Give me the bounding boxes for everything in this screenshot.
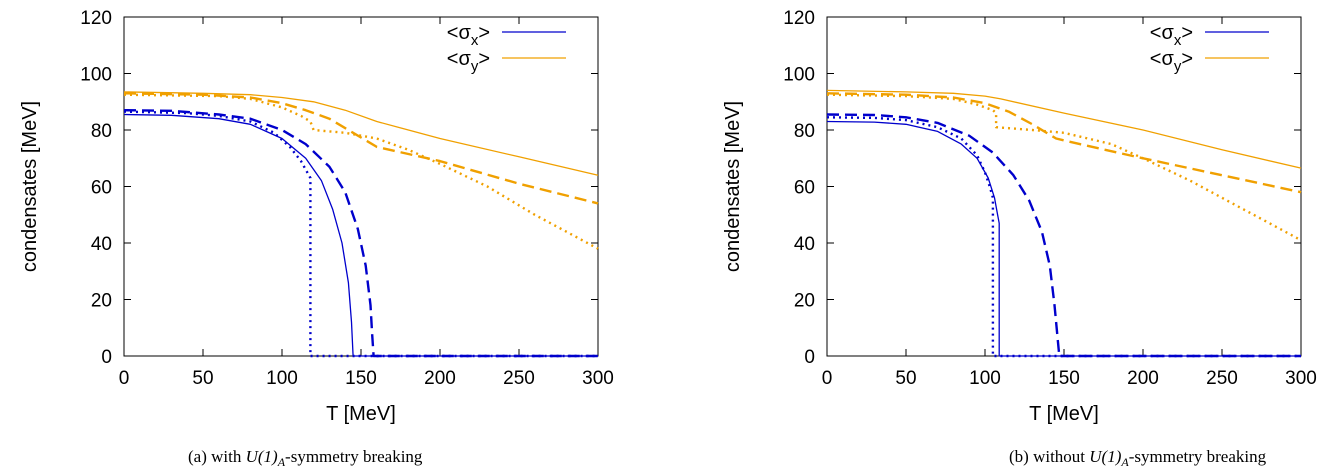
series-line-y-dashed — [826, 92, 1302, 194]
series-line-y-solid — [826, 89, 1302, 169]
y-tick-label: 60 — [91, 178, 112, 199]
y-tick-label: 20 — [91, 291, 112, 312]
x-tick-label: 50 — [192, 368, 213, 389]
y-tick-label: 80 — [794, 121, 815, 142]
series-line-x-dotted — [123, 110, 598, 358]
series-line-x-dashed — [826, 113, 1301, 358]
series-line-y-solid — [123, 91, 599, 176]
x-tick-label: 250 — [503, 368, 535, 389]
legend-entry: <σy> — [1150, 48, 1269, 75]
x-axis-label: T [MeV] — [1029, 403, 1099, 425]
legend-label: <σy> — [447, 48, 490, 75]
legend-entry: <σy> — [447, 48, 566, 75]
x-tick-label: 50 — [895, 368, 916, 389]
series-line-x-solid — [826, 120, 1301, 357]
figure-caption: (a) with U(1)A-symmetry breaking — [188, 447, 423, 469]
chart-panel-1: 0 50 100 150 200 250 300 0 20 40 60 80 100 120 T [MeV]… — [19, 8, 614, 469]
series-line-y-dotted — [826, 93, 1302, 242]
y-axis-label: condensates [MeV] — [19, 101, 41, 272]
legend-label: <σy> — [1150, 48, 1193, 75]
series-line-y-dotted — [123, 93, 599, 250]
series-line-x-solid — [123, 113, 598, 357]
x-axis-label: T [MeV] — [326, 403, 396, 425]
y-tick-label: 40 — [794, 234, 815, 255]
x-tick-label: 0 — [822, 368, 833, 389]
y-tick-label: 120 — [80, 8, 112, 29]
legend-entry: <σx> — [447, 22, 566, 49]
plot-frame — [826, 16, 1302, 357]
chart-panel-2: 0 50 100 150 200 250 300 0 20 40 60 80 100 120 T [MeV]… — [722, 8, 1317, 469]
figure-caption: (b) without U(1)A-symmetry breaking — [1009, 447, 1267, 469]
legend-label: <σx> — [447, 22, 490, 49]
y-axis-label: condensates [MeV] — [722, 101, 744, 272]
y-tick-label: 60 — [794, 178, 815, 199]
legend-entry: <σx> — [1150, 22, 1269, 49]
y-tick-label: 120 — [783, 8, 815, 29]
y-tick-label: 0 — [101, 347, 112, 368]
y-tick-label: 20 — [794, 291, 815, 312]
x-tick-label: 150 — [1048, 368, 1080, 389]
x-tick-label: 200 — [424, 368, 456, 389]
y-tick-label: 100 — [80, 65, 112, 86]
x-tick-label: 300 — [582, 368, 614, 389]
x-tick-label: 200 — [1127, 368, 1159, 389]
x-tick-label: 300 — [1285, 368, 1317, 389]
x-tick-label: 0 — [119, 368, 130, 389]
y-tick-label: 40 — [91, 234, 112, 255]
x-tick-label: 100 — [266, 368, 298, 389]
series-line-x-dotted — [826, 116, 1301, 358]
y-tick-label: 0 — [804, 347, 815, 368]
x-tick-label: 150 — [345, 368, 377, 389]
series-line-y-dashed — [123, 92, 599, 205]
legend-label: <σx> — [1150, 22, 1193, 49]
x-tick-label: 100 — [969, 368, 1001, 389]
x-tick-label: 250 — [1206, 368, 1238, 389]
y-tick-label: 80 — [91, 121, 112, 142]
series-line-x-dashed — [123, 109, 598, 358]
y-tick-label: 100 — [783, 65, 815, 86]
